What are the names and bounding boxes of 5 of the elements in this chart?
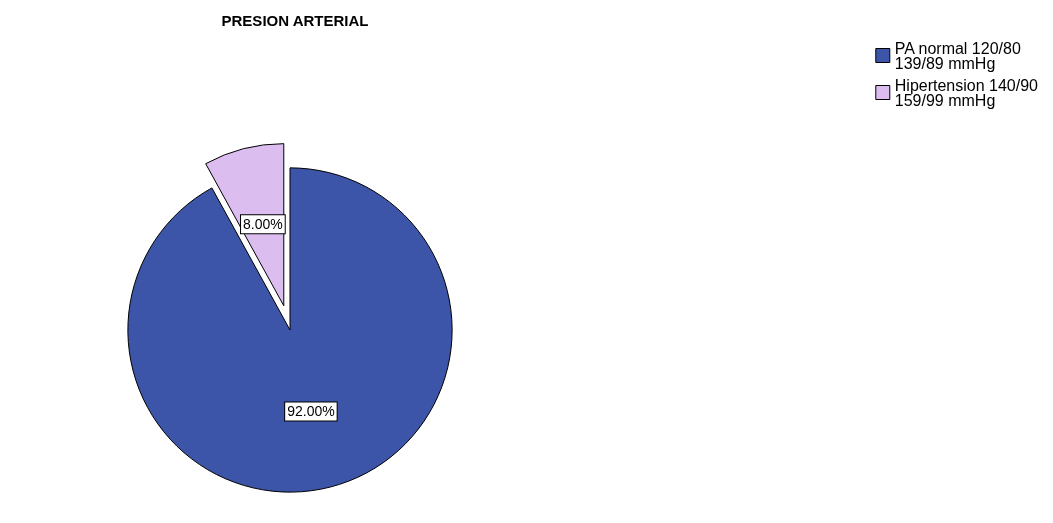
chart-title: PRESION ARTERIAL: [221, 12, 369, 29]
data-label: 92.00%: [287, 403, 335, 420]
legend-label: PA normal 120/80 139/89 mmHg: [894, 39, 1021, 72]
legend-label: Hipertension 140/90 159/99 mmHg: [894, 76, 1039, 109]
data-label: 8.00%: [243, 216, 283, 233]
